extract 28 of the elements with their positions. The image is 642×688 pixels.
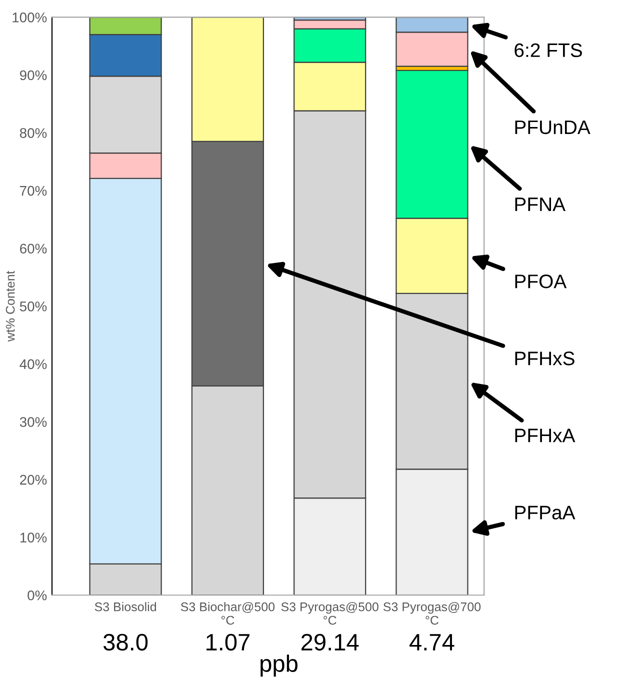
y-tick-label: 70%	[20, 186, 47, 196]
x-axis-title: ppb	[260, 654, 298, 677]
text: PFOA	[515, 274, 567, 288]
y-tick-label: 20%	[20, 474, 47, 485]
y-tick-label: 60%	[20, 244, 47, 254]
text: PFNA	[515, 198, 566, 212]
text: PFPaA	[515, 506, 576, 520]
y-axis-title: wt% Content	[6, 270, 15, 342]
text: 6:2 FTS	[514, 43, 582, 58]
x-tick-label: S3 Pyrogas@500 °C	[281, 602, 378, 625]
y-tick-label: 50%	[20, 301, 47, 312]
text: 1.07	[206, 634, 250, 651]
y-tick-label: 100%	[12, 12, 47, 22]
text: 4.74	[410, 634, 454, 650]
text: PFHxA	[515, 428, 576, 442]
text: 38.0	[103, 634, 148, 651]
text: PFUnDA	[515, 120, 590, 134]
x-tick-label: S3 Pyrogas@700 °C	[383, 602, 481, 625]
text: PFHxS	[515, 352, 574, 366]
y-tick-label: 0%	[28, 590, 47, 600]
y-tick-label: 80%	[20, 128, 47, 138]
y-tick-label: 30%	[20, 417, 47, 427]
text: 29.14	[301, 634, 359, 651]
x-tick-label: S3 Biosolid	[94, 602, 156, 612]
x-tick-label: S3 Biochar@500 °C	[180, 602, 275, 625]
y-tick-label: 90%	[20, 70, 47, 80]
y-tick-label: 40%	[20, 359, 47, 370]
y-tick-label: 10%	[20, 532, 47, 542]
